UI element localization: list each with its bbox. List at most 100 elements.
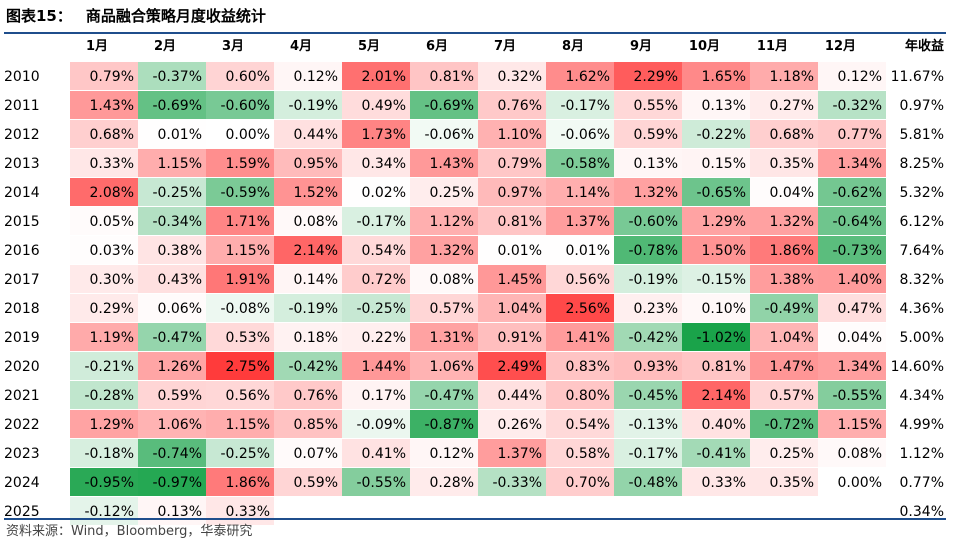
heatmap-cell: 1.06% bbox=[410, 352, 478, 380]
heatmap-cell: -0.55% bbox=[818, 381, 886, 409]
heatmap-cell: 2.29% bbox=[614, 62, 682, 90]
heatmap-cell: -0.06% bbox=[546, 120, 614, 148]
heatmap-cell: -0.42% bbox=[274, 352, 342, 380]
year-label: 2012 bbox=[4, 127, 40, 143]
annual-return: 6.12% bbox=[899, 214, 944, 230]
heatmap-cell: 2.56% bbox=[546, 294, 614, 322]
heatmap-cell: -0.25% bbox=[206, 439, 274, 467]
heatmap-cell: -0.48% bbox=[614, 468, 682, 496]
heatmap-cell: 0.44% bbox=[478, 381, 546, 409]
heatmap-cell: 0.35% bbox=[750, 149, 818, 177]
heatmap-cell: 1.50% bbox=[682, 236, 750, 264]
year-label: 2010 bbox=[4, 69, 40, 85]
heatmap-cell: 1.19% bbox=[70, 323, 138, 351]
heatmap-cell: 0.30% bbox=[70, 265, 138, 293]
heatmap-cell: 1.86% bbox=[750, 236, 818, 264]
heatmap-cell: 0.57% bbox=[410, 294, 478, 322]
heatmap-cell: 0.33% bbox=[70, 149, 138, 177]
heatmap-cell bbox=[478, 497, 546, 525]
heatmap-cell: 1.52% bbox=[274, 178, 342, 206]
heatmap-cell: 0.95% bbox=[274, 149, 342, 177]
heatmap-cell: -0.73% bbox=[818, 236, 886, 264]
annual-return: 1.12% bbox=[899, 446, 944, 462]
month-header: 3月 bbox=[221, 39, 244, 54]
heatmap-cell: 0.79% bbox=[478, 149, 546, 177]
heatmap-cell: 2.75% bbox=[206, 352, 274, 380]
heatmap-cell: -0.65% bbox=[682, 178, 750, 206]
heatmap-cell: 0.44% bbox=[274, 120, 342, 148]
heatmap-cell: 2.08% bbox=[70, 178, 138, 206]
heatmap-cell: 0.68% bbox=[70, 120, 138, 148]
heatmap-cell: 1.29% bbox=[70, 410, 138, 438]
heatmap-cell: 0.40% bbox=[682, 410, 750, 438]
heatmap-cell bbox=[818, 497, 886, 525]
heatmap-cell bbox=[342, 497, 410, 525]
heatmap-cell: 1.62% bbox=[546, 62, 614, 90]
heatmap-cell: 0.13% bbox=[614, 149, 682, 177]
year-label: 2018 bbox=[4, 301, 40, 317]
heatmap-cell bbox=[750, 497, 818, 525]
heatmap-cell: -0.17% bbox=[614, 439, 682, 467]
heatmap-cell: 0.57% bbox=[750, 381, 818, 409]
year-label: 2011 bbox=[4, 98, 40, 114]
heatmap-cell: 0.29% bbox=[70, 294, 138, 322]
heatmap-cell: -0.60% bbox=[614, 207, 682, 235]
heatmap-cell: -0.69% bbox=[410, 91, 478, 119]
heatmap-cell: 0.01% bbox=[138, 120, 206, 148]
heatmap-cell: -0.95% bbox=[70, 468, 138, 496]
heatmap-cell: 0.59% bbox=[274, 468, 342, 496]
heatmap-cell: -0.58% bbox=[546, 149, 614, 177]
heatmap-cell: 0.06% bbox=[138, 294, 206, 322]
heatmap-cell: 0.13% bbox=[682, 91, 750, 119]
heatmap-cell: 0.00% bbox=[206, 120, 274, 148]
year-label: 2014 bbox=[4, 185, 40, 201]
heatmap-cell: 1.15% bbox=[818, 410, 886, 438]
annual-return: 0.77% bbox=[899, 475, 944, 491]
heatmap-cell: -0.41% bbox=[682, 439, 750, 467]
heatmap-cell bbox=[614, 497, 682, 525]
figure-label: 图表15： bbox=[6, 7, 72, 25]
heatmap-cell: 0.25% bbox=[750, 439, 818, 467]
heatmap-cell: 1.32% bbox=[750, 207, 818, 235]
heatmap-cell: 0.54% bbox=[342, 236, 410, 264]
heatmap-cell: -0.25% bbox=[342, 294, 410, 322]
heatmap-cell: 1.41% bbox=[546, 323, 614, 351]
heatmap-cell: 0.33% bbox=[682, 468, 750, 496]
heatmap-cell: -0.49% bbox=[750, 294, 818, 322]
heatmap-cell: 1.43% bbox=[70, 91, 138, 119]
month-header: 2月 bbox=[153, 39, 176, 54]
heatmap-cell bbox=[274, 497, 342, 525]
heatmap-cell: -0.19% bbox=[614, 265, 682, 293]
heatmap-cell: 0.53% bbox=[206, 323, 274, 351]
heatmap-cell: -0.59% bbox=[206, 178, 274, 206]
heatmap-cell: 0.58% bbox=[546, 439, 614, 467]
month-header: 12月 bbox=[824, 39, 856, 54]
heatmap-cell: -0.12% bbox=[70, 497, 138, 525]
annual-return: 5.81% bbox=[899, 127, 944, 143]
heatmap-cell: 1.18% bbox=[750, 62, 818, 90]
heatmap-cell: 1.12% bbox=[410, 207, 478, 235]
heatmap-cell: 1.45% bbox=[478, 265, 546, 293]
heatmap-cell: 1.65% bbox=[682, 62, 750, 90]
heatmap-cell: 1.15% bbox=[206, 236, 274, 264]
month-header: 7月 bbox=[493, 39, 516, 54]
heatmap-cell: 1.10% bbox=[478, 120, 546, 148]
heatmap-cell: 2.14% bbox=[274, 236, 342, 264]
heatmap-cell: 0.76% bbox=[274, 381, 342, 409]
bottom-rule bbox=[4, 518, 946, 520]
heatmap-cell: 1.47% bbox=[750, 352, 818, 380]
year-label: 2020 bbox=[4, 359, 40, 375]
heatmap-cell: -0.45% bbox=[614, 381, 682, 409]
heatmap-cell: -0.32% bbox=[818, 91, 886, 119]
heatmap-cell: 1.32% bbox=[410, 236, 478, 264]
heatmap-cell: 0.81% bbox=[478, 207, 546, 235]
year-label: 2024 bbox=[4, 475, 40, 491]
heatmap-cell: 1.31% bbox=[410, 323, 478, 351]
heatmap-cell: -0.78% bbox=[614, 236, 682, 264]
heatmap-cell: -0.69% bbox=[138, 91, 206, 119]
heatmap-cell: 2.49% bbox=[478, 352, 546, 380]
heatmap-cell: -0.21% bbox=[70, 352, 138, 380]
heatmap-cell: -0.06% bbox=[410, 120, 478, 148]
heatmap-cell: 0.32% bbox=[478, 62, 546, 90]
heatmap-cell: -0.19% bbox=[274, 294, 342, 322]
